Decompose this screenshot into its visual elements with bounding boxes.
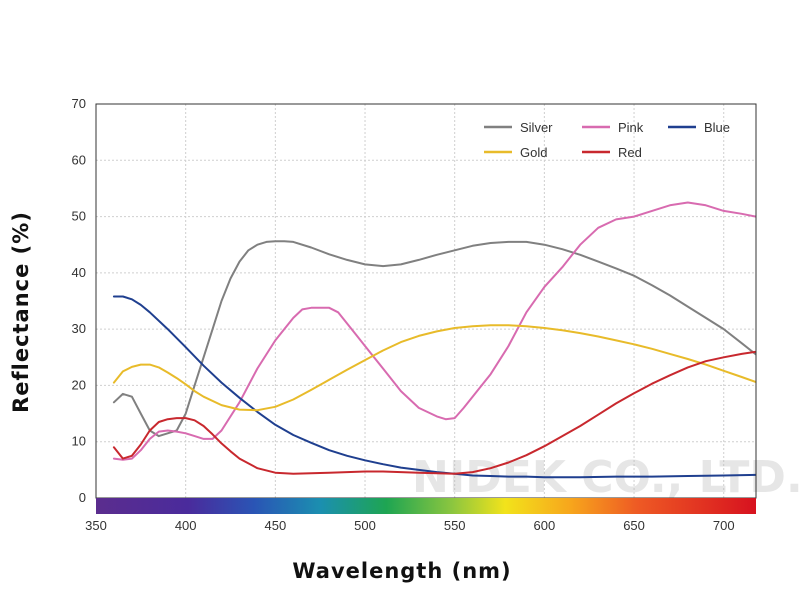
- y-tick-label: 70: [72, 96, 86, 111]
- y-tick-label: 30: [72, 321, 86, 336]
- x-tick-label: 650: [623, 518, 645, 533]
- series-line-red: [112, 350, 756, 475]
- spectrum-bar: [96, 498, 756, 514]
- y-tick-label: 0: [79, 490, 86, 505]
- y-tick-label: 20: [72, 377, 86, 392]
- x-tick-label: 600: [534, 518, 556, 533]
- y-tick-label: 60: [72, 152, 86, 167]
- x-tick-label: 350: [85, 518, 107, 533]
- y-tick-label: 10: [72, 434, 86, 449]
- x-tick-label: 700: [713, 518, 735, 533]
- x-tick-label: 550: [444, 518, 466, 533]
- series-line-blue: [112, 295, 756, 479]
- legend-label-pink: Pink: [618, 120, 644, 135]
- y-axis-title: Reflectance (%): [9, 211, 33, 413]
- x-tick-label: 400: [175, 518, 197, 533]
- legend: Silver Pink Blue Gold Red: [484, 120, 730, 160]
- y-tick-labels: 0 10 20 30 40 50 60 70: [72, 96, 86, 505]
- series-line-pink: [112, 201, 756, 461]
- y-tick-label: 50: [72, 209, 86, 224]
- legend-label-blue: Blue: [704, 120, 730, 135]
- x-axis-title: Wavelength (nm): [292, 559, 511, 583]
- grid: [96, 104, 756, 498]
- series-lines: [112, 201, 756, 479]
- legend-label-silver: Silver: [520, 120, 553, 135]
- legend-label-red: Red: [618, 145, 642, 160]
- x-tick-label: 500: [354, 518, 376, 533]
- y-tick-label: 40: [72, 265, 86, 280]
- series-line-silver: [112, 240, 756, 438]
- series-line-gold: [112, 324, 756, 412]
- plot-area: [96, 104, 756, 498]
- x-tick-label: 450: [264, 518, 286, 533]
- legend-label-gold: Gold: [520, 145, 547, 160]
- x-tick-labels: 350 400 450 500 550 600 650 700: [85, 518, 734, 533]
